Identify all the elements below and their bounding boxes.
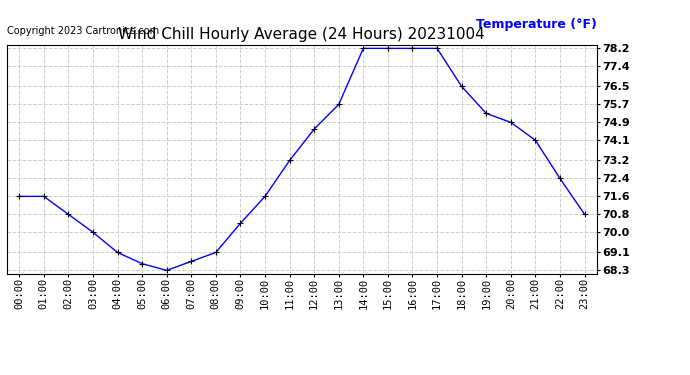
Text: Copyright 2023 Cartronics.com: Copyright 2023 Cartronics.com [7,26,159,36]
Text: Temperature (°F): Temperature (°F) [476,18,597,31]
Title: Wind Chill Hourly Average (24 Hours) 20231004: Wind Chill Hourly Average (24 Hours) 202… [119,27,485,42]
